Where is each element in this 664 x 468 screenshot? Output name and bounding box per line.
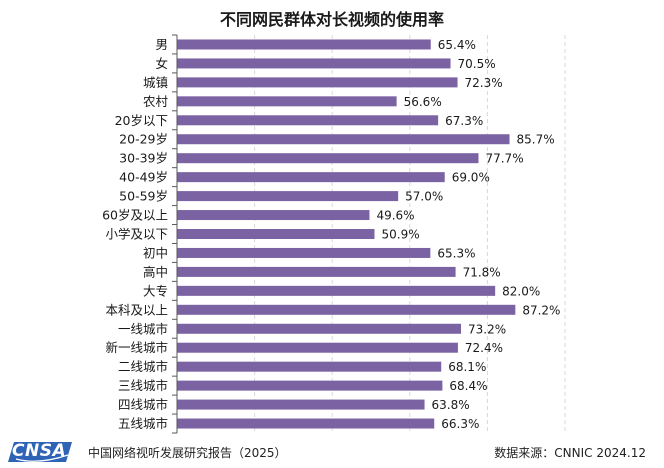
category-label: 农村 [143, 94, 169, 109]
cnsa-logo-mark [8, 442, 72, 462]
bar [177, 115, 439, 126]
report-name: 中国网络视听发展研究报告（2025） [88, 446, 287, 460]
bar [177, 285, 496, 296]
value-label: 70.5% [458, 57, 496, 71]
bar [177, 58, 451, 69]
bar-chart: 男 65.4% 女 70.5% 城镇 72.3% 农村 56.6% 20岁以下 67.3% 20-2… [102, 34, 566, 434]
value-label: 71.8% [463, 265, 501, 279]
bar [177, 229, 375, 239]
value-label: 66.3% [441, 417, 479, 431]
bar [177, 380, 443, 391]
value-label: 68.4% [449, 379, 487, 393]
bar [177, 247, 431, 258]
bar [177, 191, 399, 202]
category-label: 小学及以下 [105, 227, 168, 242]
footer: CNSA 中国网络视听发展研究报告（2025） 数据来源：CNNIC 2024.… [0, 438, 664, 466]
category-label: 30-39岁 [119, 151, 168, 166]
category-label: 60岁及以上 [102, 208, 168, 223]
category-label: 女 [155, 56, 168, 71]
value-label: 57.0% [405, 190, 443, 204]
value-label: 67.3% [445, 114, 483, 128]
value-label: 65.4% [438, 38, 476, 52]
category-label: 一线城市 [118, 321, 168, 336]
bar [177, 210, 370, 221]
bar [177, 399, 425, 410]
value-label: 68.1% [448, 360, 486, 374]
category-label: 20岁以下 [115, 113, 168, 128]
chart-title: 不同网民群体对长视频的使用率 [219, 10, 444, 29]
value-label: 63.8% [432, 398, 470, 412]
value-label: 69.0% [452, 171, 490, 185]
category-label: 本科及以上 [105, 302, 168, 317]
bar [177, 153, 479, 164]
category-label: 四线城市 [118, 397, 168, 412]
bar [177, 266, 456, 277]
category-label: 三线城市 [118, 378, 168, 393]
bar [177, 96, 397, 107]
value-label: 82.0% [502, 284, 540, 298]
bar [177, 342, 458, 353]
category-label: 高中 [143, 264, 168, 279]
cnsa-logo-text: CNSA [12, 441, 67, 461]
category-label: 初中 [143, 245, 168, 260]
category-label: 大专 [143, 283, 168, 298]
cnsa-logo: CNSA [8, 440, 74, 464]
bar [177, 172, 445, 183]
category-label: 城镇 [143, 75, 168, 90]
category-label: 40-49岁 [119, 170, 168, 185]
value-label: 65.3% [437, 246, 475, 260]
value-label: 85.7% [517, 133, 555, 147]
value-label: 72.3% [465, 76, 503, 90]
value-label: 87.2% [522, 303, 560, 317]
data-source: 数据来源：CNNIC 2024.12 [494, 446, 646, 460]
bar [177, 304, 516, 315]
bar [177, 418, 435, 429]
value-label: 77.7% [485, 152, 523, 166]
bar [177, 361, 442, 372]
category-label: 男 [155, 37, 168, 52]
bar [177, 134, 510, 145]
bar [177, 323, 462, 334]
category-label: 二线城市 [118, 359, 168, 374]
category-label: 50-59岁 [119, 189, 168, 204]
bar [177, 77, 458, 88]
value-label: 73.2% [468, 322, 506, 336]
bar [177, 39, 431, 50]
category-label: 新一线城市 [105, 340, 168, 355]
category-label: 20-29岁 [119, 132, 168, 147]
category-label: 五线城市 [118, 416, 168, 431]
value-label: 72.4% [465, 341, 503, 355]
value-label: 56.6% [404, 95, 442, 109]
value-label: 49.6% [376, 209, 414, 223]
value-label: 50.9% [381, 228, 419, 242]
